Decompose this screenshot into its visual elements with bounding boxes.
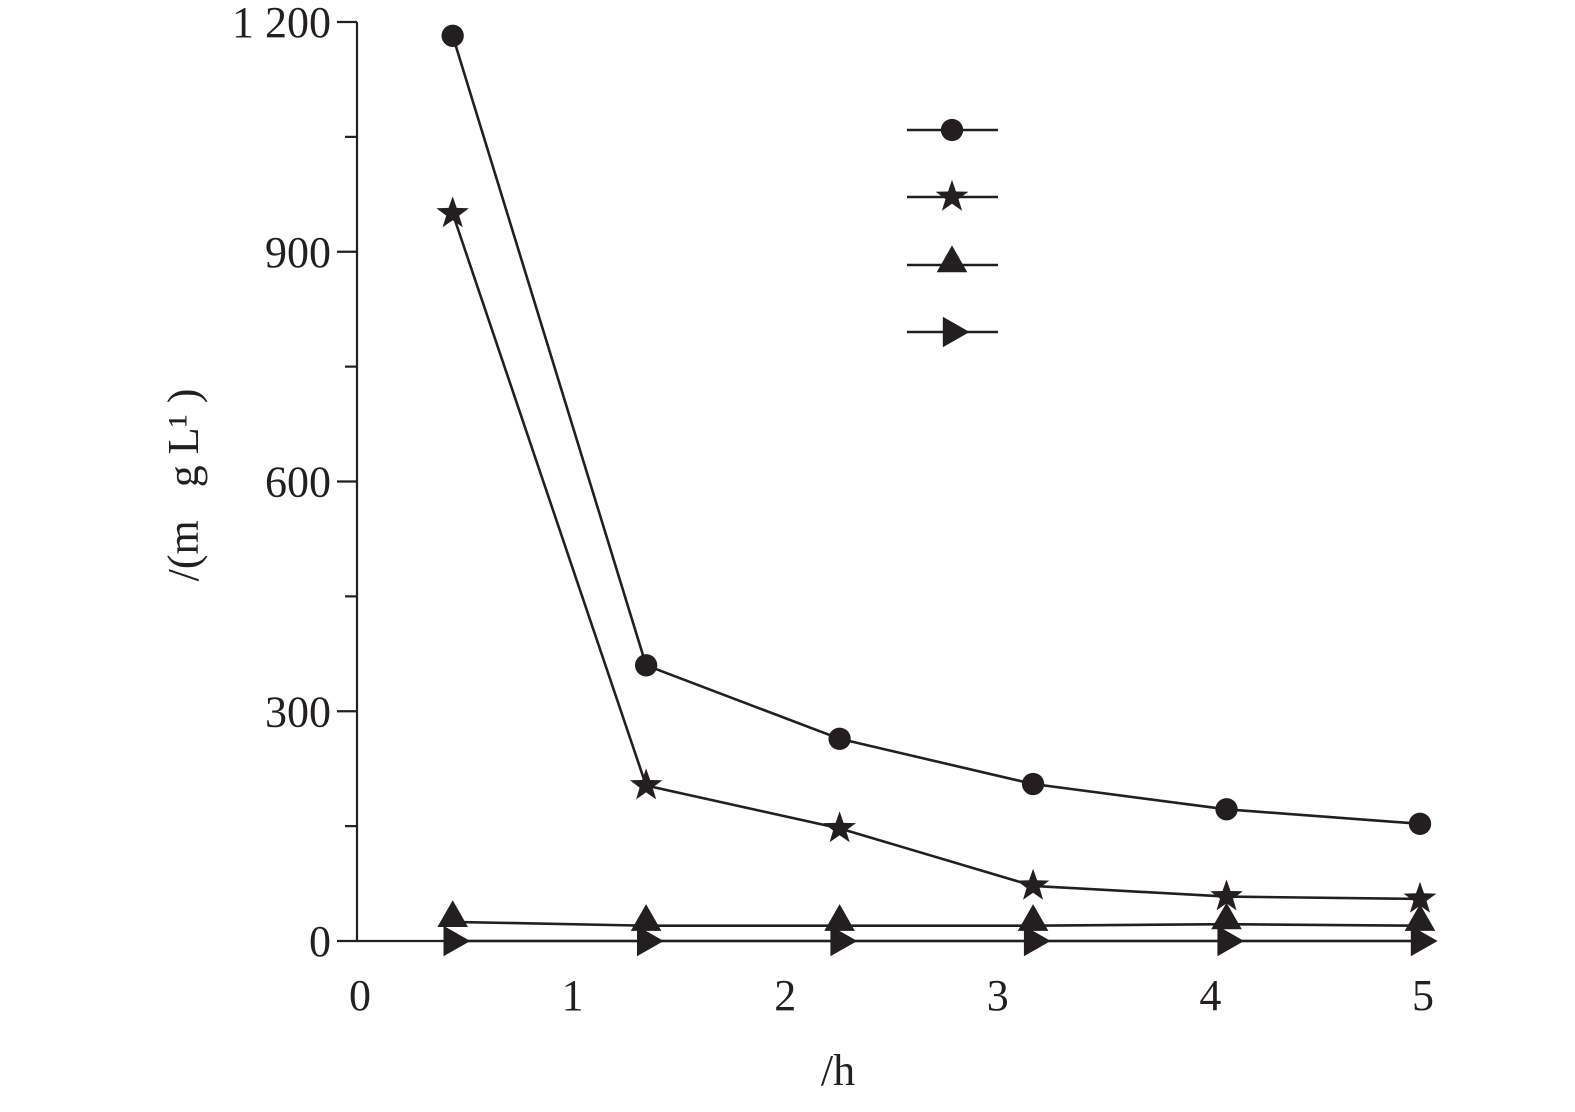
data-point-star [1016, 868, 1050, 900]
y-tick-label: 600 [265, 458, 331, 507]
legend-marker-circle [940, 118, 964, 142]
data-point-circle [1215, 798, 1238, 821]
data-point-triangle-up [1404, 904, 1436, 931]
y-tick-label: 0 [309, 917, 331, 966]
data-point-star [629, 768, 663, 800]
axes [355, 22, 1420, 943]
y-tick-label: 900 [265, 228, 331, 277]
data-point-triangle-right [1023, 925, 1051, 957]
y-tick-label: 300 [265, 687, 331, 736]
x-tick-label: 1 [562, 971, 584, 1020]
legend-marker-triangle-up [936, 245, 968, 273]
data-point-triangle-up [1211, 902, 1242, 930]
data-point-circle [1408, 812, 1432, 835]
legend [907, 118, 998, 348]
data-point-circle [441, 24, 464, 47]
data-point-star [1210, 879, 1243, 911]
data-point-triangle-up [630, 904, 662, 931]
data-point-triangle-up [824, 904, 855, 931]
series-line-circle [451, 35, 1421, 826]
x-tick-label: 2 [774, 971, 796, 1020]
data-point-circle [634, 654, 658, 677]
data-point-triangle-up [437, 900, 468, 927]
x-tick-label: 3 [987, 971, 1009, 1020]
data-point-star [1403, 881, 1437, 913]
series-line-triangle-up [452, 920, 1421, 928]
series-markers [436, 24, 1438, 957]
data-point-triangle-right [1410, 925, 1438, 957]
y-ticks: 0 300 600 900 1 200 [232, 0, 357, 966]
y-axis-label: /(m g L¹ ) [159, 389, 208, 582]
series-lines [451, 35, 1421, 943]
data-point-star [436, 196, 469, 228]
data-point-triangle-right [1217, 925, 1245, 957]
data-point-triangle-right [637, 925, 664, 957]
data-point-circle [1021, 772, 1045, 796]
data-point-circle [828, 727, 851, 750]
data-point-triangle-right [443, 925, 471, 957]
legend-marker-star [935, 179, 969, 211]
x-tick-label: 0 [349, 971, 371, 1020]
x-tick-label: 4 [1199, 971, 1221, 1020]
series-line-star [451, 213, 1421, 901]
x-ticks: 0 1 2 3 4 5 [349, 971, 1434, 1020]
y-tick-label: 1 200 [232, 0, 331, 47]
x-axis-label: /h [821, 1046, 855, 1095]
x-tick-label: 5 [1412, 971, 1434, 1020]
data-point-star [823, 811, 856, 843]
data-point-triangle-right [830, 925, 858, 957]
legend-marker-triangle-right [942, 316, 970, 348]
data-point-triangle-up [1017, 904, 1049, 931]
